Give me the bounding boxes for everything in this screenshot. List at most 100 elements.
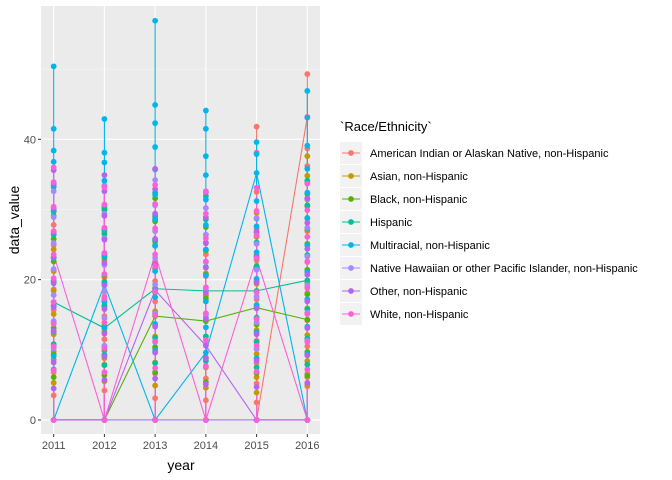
data-point [253,249,260,256]
data-point [304,298,311,305]
data-point [101,149,108,156]
x-tick-label: 2012 [92,440,116,452]
x-tick-label: 2011 [42,440,66,452]
data-point [50,327,57,334]
data-point [253,170,260,176]
data-point [304,372,311,379]
legend-item: Native Hawaiian or other Pacific Islande… [340,257,638,279]
data-point [202,188,209,195]
data-point [152,263,159,270]
data-point [152,382,159,389]
data-point [253,331,260,338]
data-point [253,368,260,375]
data-point [202,298,209,305]
data-point [152,210,159,217]
data-point [101,212,108,219]
data-point [304,219,311,226]
data-point [50,275,57,282]
data-point [101,184,108,190]
data-point [101,224,108,231]
data-point [202,310,209,317]
series-line [53,279,308,329]
data-point [304,180,311,187]
data-point [304,311,311,317]
data-point [253,417,260,423]
data-point [152,251,159,258]
data-point [50,251,57,258]
data-point [152,360,159,367]
data-point [253,384,260,390]
legend-label: Multiracial, non-Hispanic [370,240,490,252]
data-point [152,365,159,371]
series-points [50,17,311,423]
data-point [101,306,108,313]
data-point [50,164,57,171]
x-axis-title: year [167,457,195,473]
data-point [304,233,311,240]
legend: `Race/Ethnicity` American Indian or Alas… [340,119,638,325]
data-point [202,107,209,114]
data-point [152,17,159,24]
legend-item: Hispanic [340,211,413,233]
data-point [101,336,108,343]
data-point [50,279,57,286]
data-point [101,282,108,289]
data-point [50,359,57,366]
data-point [101,159,108,166]
data-point [50,374,57,381]
data-point [202,337,209,343]
data-point [304,224,311,231]
data-point [304,325,311,331]
data-point [202,125,209,132]
data-point [152,186,159,193]
data-point [152,200,159,207]
data-point [50,343,57,350]
x-tick-label: 2014 [194,440,218,452]
legend-label: Hispanic [370,217,413,229]
data-point [101,172,108,178]
data-point [304,259,311,265]
data-point [101,116,108,122]
data-point [101,271,108,277]
data-point [253,232,260,239]
data-point [152,102,159,108]
data-point [101,369,108,376]
data-point [152,294,159,301]
legend-item: White, non-Hispanic [340,303,469,325]
data-point [50,236,57,242]
data-point [202,153,209,160]
data-point [253,240,260,247]
data-point [253,357,260,364]
data-point [50,304,57,310]
data-point [253,139,260,146]
data-point [253,266,260,273]
data-point [50,147,57,154]
data-point [253,389,260,396]
data-point [202,284,209,291]
data-point [50,367,57,374]
data-point [202,342,209,349]
data-point [202,272,209,279]
data-point [253,184,260,191]
data-point [152,120,159,127]
legend-item: Multiracial, non-Hispanic [340,234,490,256]
data-point [253,207,260,214]
data-point [202,246,209,253]
data-point [304,352,311,359]
data-point [101,259,108,266]
data-point [50,311,57,317]
legend-label: Asian, non-Hispanic [370,171,468,183]
data-point [304,379,311,386]
legend-item: Black, non-Hispanic [340,188,468,210]
data-point [253,151,260,157]
data-point [152,369,159,376]
data-point [50,63,57,70]
data-point [304,165,311,172]
data-point [50,214,57,221]
data-point [253,351,260,357]
data-point [304,339,311,345]
legend-item: American Indian or Alaskan Native, non-H… [340,142,609,164]
legend-item: Other, non-Hispanic [340,280,468,302]
data-point [304,343,311,350]
data-point [50,179,57,186]
